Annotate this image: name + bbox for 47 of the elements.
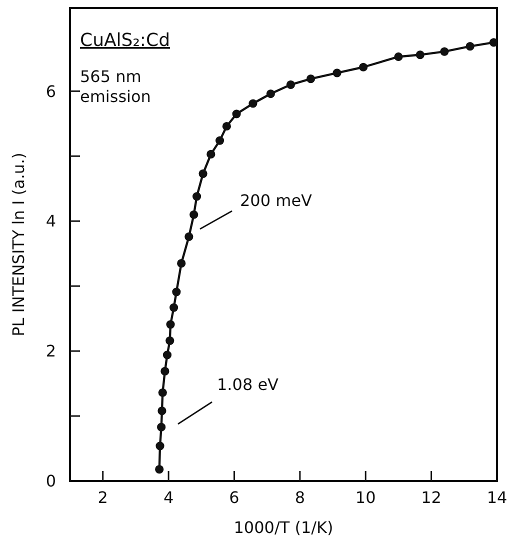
point [160,366,170,376]
x-tick-label: 4 [163,488,174,507]
annotation: 1.08 eV [217,375,279,394]
point [184,232,194,242]
x-tick-label: 8 [294,488,306,507]
x-tick-label: 14 [486,488,508,507]
point [286,80,296,89]
point [232,110,241,118]
point [198,169,208,178]
point [332,68,342,78]
point [157,422,166,432]
text: CuAlS₂:Cd [80,30,170,51]
text: 565 nm emission [80,67,151,106]
point [266,89,275,98]
annotation: 200 meV [240,191,312,210]
point [155,465,164,474]
x-tick-label: 12 [421,488,442,507]
point [172,288,181,296]
point [166,320,175,329]
x-tick-label: 10 [355,488,376,507]
y-tick-label: 0 [46,472,56,491]
point [206,150,216,158]
point [156,442,164,450]
point [158,406,166,416]
point [177,259,186,268]
y-tick-label: 4 [46,212,56,231]
y-tick-label: 2 [46,342,56,361]
point [192,192,202,201]
point [169,303,178,312]
point [162,350,172,360]
point [416,50,424,60]
point [359,62,368,72]
y-tick-label: 6 [46,82,56,101]
point [306,74,316,84]
point [394,52,403,62]
point [222,122,231,131]
x-axis-title: 1000/T (1/K) [234,518,334,537]
point [215,136,224,145]
point [440,47,449,56]
point [158,388,167,397]
x-tick-label: 6 [229,488,240,507]
x-tick-label: 2 [98,488,108,507]
point [166,336,174,345]
y-axis-title: PL INTENSITY ln I (a.u.) [9,152,28,336]
point [248,99,258,108]
point [190,210,198,219]
point [466,42,474,51]
